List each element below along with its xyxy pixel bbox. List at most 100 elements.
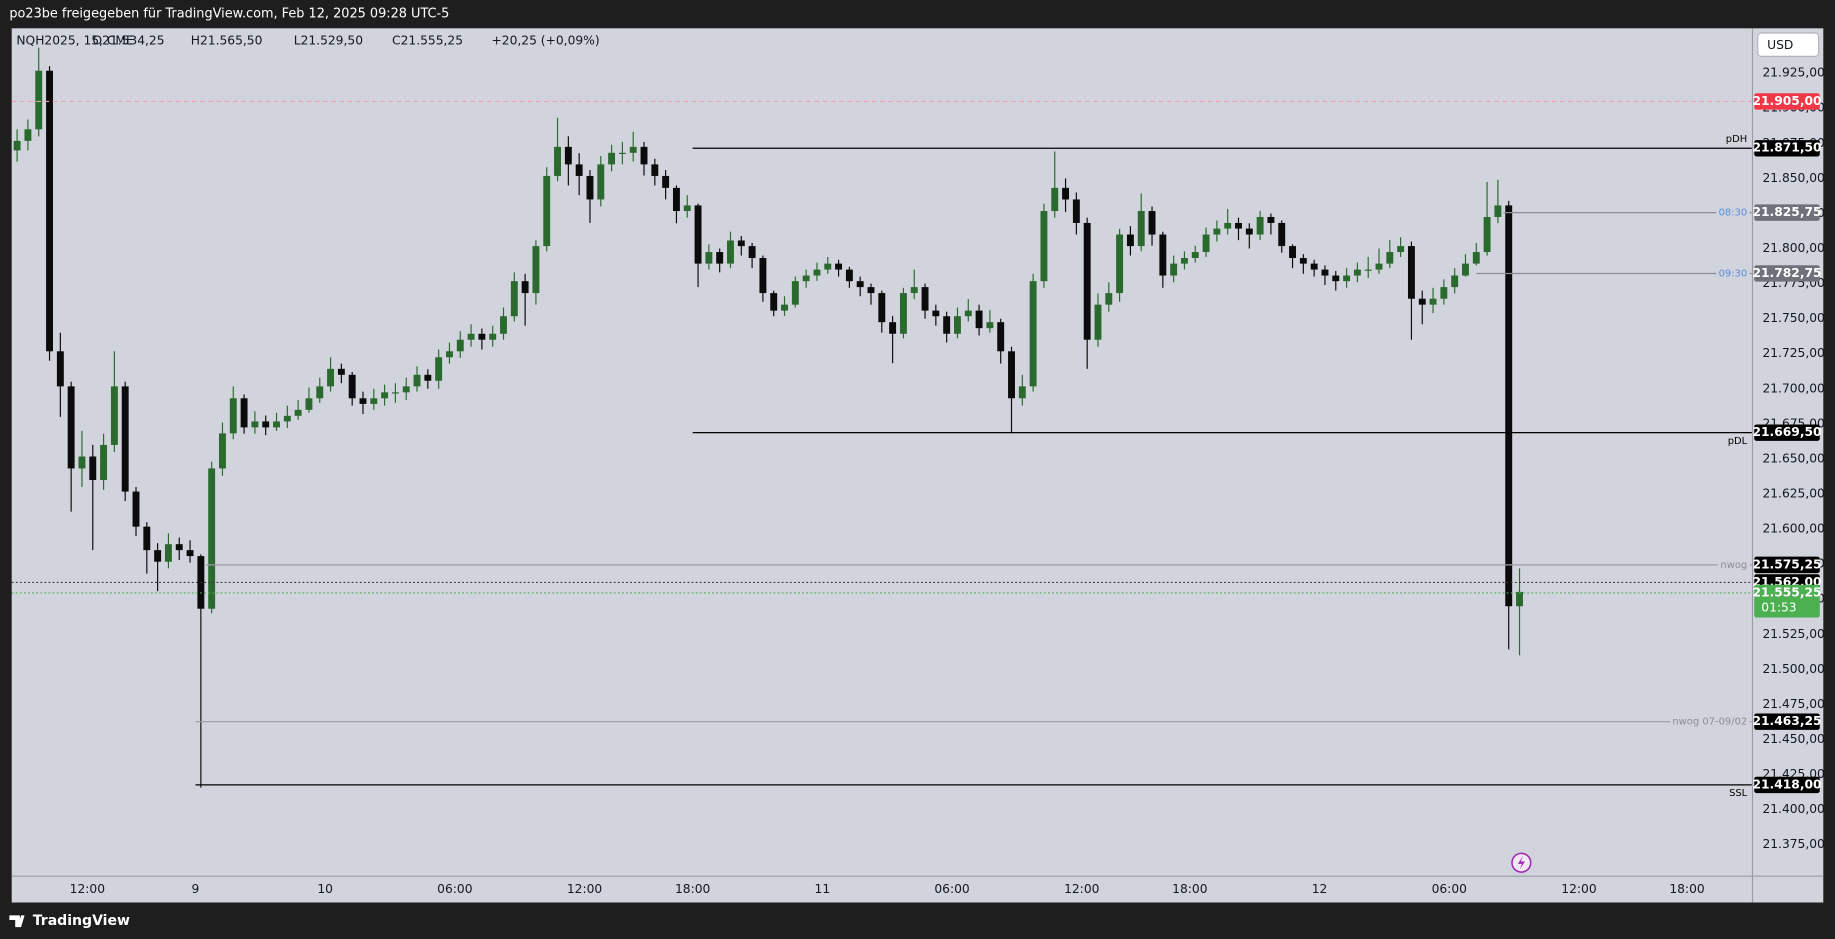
candle-body <box>1364 269 1372 271</box>
y-tick-label: 21.525,00 <box>1762 627 1824 641</box>
x-tick-label: 11 <box>815 882 831 896</box>
candle-body <box>1397 246 1405 253</box>
candle-body <box>1332 275 1340 282</box>
candle-body <box>943 316 951 334</box>
price-box <box>1754 265 1820 282</box>
candle-body <box>1256 216 1264 235</box>
candle-body <box>921 287 929 311</box>
countdown: 01:53 <box>1761 601 1796 615</box>
candle-body <box>932 310 940 317</box>
y-tick-label: 21.800,00 <box>1762 241 1824 255</box>
candle-body <box>1267 216 1275 223</box>
candle-body <box>683 205 691 212</box>
y-tick-label: 21.925,00 <box>1762 66 1824 80</box>
price-box-label: 21.575,25 <box>1752 557 1821 571</box>
candle-body <box>424 374 432 381</box>
price-box-label: 21.905,00 <box>1752 94 1821 108</box>
x-tick-label: 06:00 <box>1432 882 1467 896</box>
candle-body <box>186 550 194 557</box>
candle-body <box>899 293 907 334</box>
candle-body <box>1429 298 1437 305</box>
candle-body <box>1213 228 1221 235</box>
x-tick-label: 18:00 <box>675 882 710 896</box>
candle-body <box>1116 234 1124 294</box>
y-tick-label: 21.750,00 <box>1762 311 1824 325</box>
level-text: 09:30 <box>1719 268 1748 279</box>
candle-body <box>802 275 810 282</box>
candle-body <box>662 175 670 188</box>
candle-body <box>554 146 562 176</box>
legend: NQH2025, 15, CME O21.534,25 H21.565,50 L… <box>16 34 599 48</box>
y-tick-label: 21.450,00 <box>1762 732 1824 746</box>
candle-body <box>1170 263 1178 276</box>
level-text-bg <box>1670 714 1750 729</box>
candle-body <box>629 146 637 153</box>
candle-body <box>1418 298 1426 305</box>
candle-body <box>121 386 129 492</box>
candle-body <box>1126 234 1134 247</box>
candle-body <box>813 269 821 276</box>
candle-body <box>597 164 605 200</box>
ohlc-low: L21.529,50 <box>294 34 363 48</box>
candle-body <box>1235 222 1242 229</box>
candle-body <box>1029 281 1037 387</box>
candle-body <box>1310 263 1318 270</box>
candle-body <box>1072 199 1080 223</box>
price-box <box>1754 713 1820 730</box>
candle-body <box>46 70 53 352</box>
brand: TradingView <box>33 913 130 929</box>
currency: USD <box>1767 38 1793 52</box>
y-tick-label: 21.375,00 <box>1762 837 1824 851</box>
x-tick-label: 06:00 <box>437 882 472 896</box>
candle-body <box>273 421 280 428</box>
ohlc-change: +20,25 (+0,09%) <box>492 34 600 48</box>
candle-body <box>705 252 713 264</box>
candle-body <box>348 374 356 399</box>
candle-body <box>954 316 961 334</box>
candle-body <box>640 146 648 165</box>
x-tick-label: 9 <box>192 882 200 896</box>
x-tick-label: 18:00 <box>1669 882 1704 896</box>
candle-body <box>532 246 540 294</box>
candle-body <box>824 263 832 270</box>
plot: pDH 08:30 09:30 pDL nwog nwog 07-09/02 SSL <box>11 47 1752 799</box>
candle-body <box>1505 205 1513 607</box>
candle-body <box>770 293 778 311</box>
y-tick-label: 21.500,00 <box>1762 662 1824 676</box>
candle-body <box>1008 351 1015 399</box>
candle-body <box>435 357 443 381</box>
candle-body <box>381 392 389 399</box>
x-tick-label: 12:00 <box>567 882 602 896</box>
candle-body <box>1289 246 1296 259</box>
candle-body <box>467 333 475 340</box>
price-box <box>1754 776 1820 794</box>
y-tick-label: 21.475,00 <box>1762 697 1824 711</box>
x-tick-label: 10 <box>317 882 333 896</box>
candle-body <box>262 421 270 428</box>
candle-body <box>283 415 291 422</box>
candle-body <box>564 146 572 165</box>
candle-body <box>413 374 421 387</box>
currency-button[interactable] <box>1757 32 1820 57</box>
candle-body <box>110 386 118 445</box>
y-tick-label: 21.850,00 <box>1762 171 1824 185</box>
candle-body <box>370 398 378 404</box>
candle-body <box>1407 246 1415 299</box>
candle-body <box>89 456 97 481</box>
header-title: po23be freigegeben für TradingView.com, … <box>9 7 449 22</box>
candle-body <box>219 433 226 469</box>
candle-body <box>618 152 626 154</box>
candle-body <box>359 398 367 404</box>
candle-body <box>694 205 702 264</box>
candle-body <box>67 386 75 469</box>
level-text: nwog <box>1720 560 1747 571</box>
candle-body <box>510 281 518 317</box>
candle-body <box>1191 252 1199 259</box>
price-box <box>1754 140 1820 157</box>
candle-body <box>845 269 853 282</box>
candle-body <box>240 398 248 428</box>
level-text: nwog 07-09/02 <box>1672 717 1747 728</box>
candle-body <box>100 444 108 481</box>
level-text-bg <box>1716 205 1750 220</box>
candle-body <box>56 351 64 387</box>
